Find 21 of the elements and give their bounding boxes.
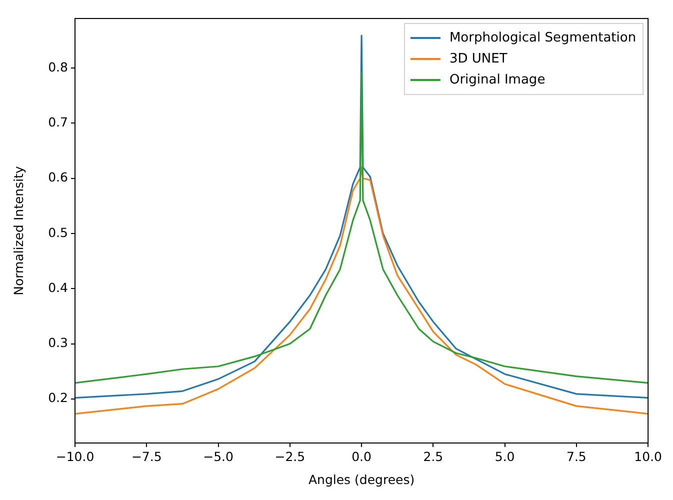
- y-tick-label: 0.2: [48, 390, 68, 406]
- x-tick-label: 7.5: [566, 448, 586, 464]
- legend-label: Morphological Segmentation: [449, 30, 636, 46]
- y-tick-label: 0.7: [48, 114, 68, 130]
- x-tick-label: 2.5: [423, 448, 444, 464]
- y-tick-label: 0.8: [48, 59, 68, 74]
- x-tick-label: −7.5: [131, 448, 162, 464]
- y-tick-label: 0.4: [48, 280, 68, 295]
- x-tick-label: −2.5: [274, 448, 306, 464]
- x-tick-label: 5.0: [494, 448, 515, 464]
- legend-label: 3D UNET: [449, 51, 508, 66]
- x-axis-title: Angles (degrees): [308, 472, 415, 487]
- y-tick-label: 0.6: [48, 170, 68, 185]
- y-tick-label: 0.3: [48, 335, 68, 350]
- legend-label: Original Image: [449, 72, 546, 88]
- x-tick-label: 0.0: [352, 448, 372, 464]
- x-tick-label: −10.0: [56, 448, 94, 464]
- x-tick-label: −5.0: [203, 448, 234, 464]
- y-axis-title: Normalized Intensity: [10, 166, 26, 296]
- x-tick-label: 10.0: [634, 448, 662, 464]
- y-tick-label: 0.5: [48, 224, 68, 240]
